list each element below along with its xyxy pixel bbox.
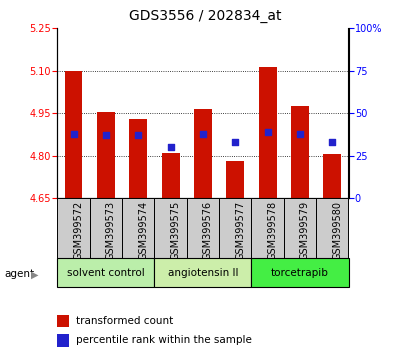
Point: [70, 131, 76, 137]
Bar: [251, 258, 348, 287]
Bar: [251, 198, 283, 258]
Text: GSM399578: GSM399578: [267, 201, 277, 261]
Point: [199, 131, 206, 137]
Text: GSM399574: GSM399574: [138, 201, 148, 261]
Bar: [283, 198, 315, 258]
Bar: [129, 119, 147, 198]
Bar: [57, 258, 154, 287]
Bar: [57, 315, 69, 327]
Text: GSM399575: GSM399575: [170, 201, 180, 261]
Bar: [258, 67, 276, 198]
Bar: [90, 198, 122, 258]
Bar: [226, 161, 244, 198]
Text: GSM399572: GSM399572: [73, 201, 83, 261]
Point: [296, 131, 303, 137]
Bar: [290, 106, 308, 198]
Text: solvent control: solvent control: [67, 268, 144, 278]
Bar: [218, 198, 251, 258]
Bar: [161, 153, 179, 198]
Text: percentile rank within the sample: percentile rank within the sample: [76, 335, 252, 346]
Text: GDS3556 / 202834_at: GDS3556 / 202834_at: [128, 9, 281, 23]
Point: [135, 132, 141, 138]
Bar: [315, 198, 348, 258]
Text: GSM399576: GSM399576: [202, 201, 212, 261]
Text: ▶: ▶: [31, 269, 38, 279]
Bar: [323, 154, 340, 198]
Point: [167, 144, 173, 150]
Bar: [193, 109, 211, 198]
Text: agent: agent: [4, 269, 34, 279]
Text: GSM399579: GSM399579: [299, 201, 309, 261]
Bar: [97, 112, 115, 198]
Point: [102, 132, 109, 138]
Text: torcetrapib: torcetrapib: [270, 268, 328, 278]
Text: GSM399577: GSM399577: [235, 201, 245, 261]
Text: angiotensin II: angiotensin II: [167, 268, 238, 278]
Bar: [122, 198, 154, 258]
Point: [264, 129, 270, 135]
Point: [328, 139, 335, 145]
Bar: [57, 334, 69, 347]
Bar: [154, 258, 251, 287]
Text: GSM399573: GSM399573: [106, 201, 116, 261]
Point: [231, 139, 238, 145]
Bar: [57, 198, 90, 258]
Bar: [187, 198, 218, 258]
Text: GSM399580: GSM399580: [332, 201, 342, 260]
Text: transformed count: transformed count: [76, 316, 173, 326]
Bar: [154, 198, 187, 258]
Bar: [65, 71, 82, 198]
